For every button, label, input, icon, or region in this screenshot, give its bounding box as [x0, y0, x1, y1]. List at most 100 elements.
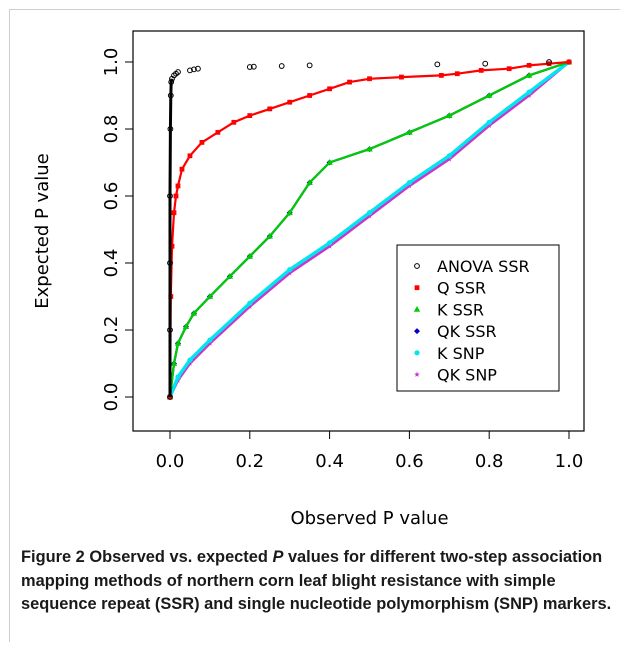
data-point: [327, 240, 333, 246]
data-point: [306, 179, 313, 185]
data-point: [366, 145, 373, 152]
x-tick-label: 0.6: [395, 451, 424, 472]
data-point: [167, 260, 173, 266]
data-point: [366, 213, 373, 219]
data-point: [206, 293, 214, 299]
data-point: [286, 209, 293, 216]
series-layer: [166, 58, 573, 400]
axes-layer: 0.0 0.2 0.4 0.6 0.8 1.0 0.0 0.2 0.4 0.6 0.8 1.0: [101, 48, 583, 472]
legend-marker: [414, 371, 420, 377]
figure-frame: [9, 9, 620, 642]
data-point: [250, 63, 257, 70]
series-line: [168, 60, 571, 399]
data-point: [207, 337, 213, 343]
data-point: [326, 243, 333, 249]
data-point: [267, 106, 273, 112]
caption-p-italic: P: [272, 548, 284, 566]
data-point: [526, 62, 532, 68]
series-1: [167, 59, 572, 400]
legend-marker: [413, 306, 421, 312]
y-tick-label: 0.4: [101, 249, 122, 278]
series-4: [167, 59, 572, 400]
data-point: [226, 273, 234, 279]
caption-label: Figure 2: [21, 548, 85, 566]
data-point: [195, 65, 201, 72]
data-point: [168, 79, 175, 85]
data-point: [486, 119, 492, 125]
data-point: [525, 72, 533, 78]
legend-label: ANOVA SSR: [437, 257, 530, 276]
data-point: [399, 74, 404, 80]
legend-marker: [414, 285, 420, 291]
x-tick-label: 0.0: [156, 451, 185, 472]
data-point: [246, 303, 253, 309]
data-point: [526, 89, 532, 95]
data-point: [307, 93, 313, 98]
data-point: [167, 193, 173, 199]
data-point: [546, 59, 552, 65]
data-point: [167, 92, 174, 99]
data-point: [438, 73, 444, 78]
data-point: [326, 159, 333, 165]
data-point: [170, 360, 178, 366]
data-point: [171, 210, 177, 216]
x-tick-label: 0.2: [235, 451, 264, 472]
data-point: [506, 66, 512, 72]
data-point: [287, 267, 293, 273]
data-point: [286, 270, 293, 276]
data-point: [173, 193, 179, 199]
legend-box: [396, 244, 560, 392]
data-point: [446, 156, 453, 162]
legend: ANOVA SSR Q SSR K SSR QK SSR K SNP QK SNP: [396, 244, 560, 392]
data-point: [246, 64, 253, 70]
data-point: [434, 61, 441, 68]
legend-label: K SNP: [437, 344, 485, 363]
data-point: [454, 71, 460, 77]
qq-plot: 0.0 0.2 0.4 0.6 0.8 1.0 0.0 0.2 0.4 0.6 0.8 1.0 ANO…: [32, 30, 585, 529]
data-point: [546, 61, 552, 67]
data-point: [247, 300, 253, 306]
x-axis-label: Observed P value: [290, 508, 448, 529]
legend-marker: [414, 328, 420, 335]
legend-label: K SSR: [437, 300, 484, 319]
y-tick-label: 1.0: [101, 48, 122, 77]
data-point: [190, 309, 198, 316]
legend-marker: [414, 350, 420, 356]
data-point: [182, 323, 190, 330]
data-point: [526, 92, 532, 98]
data-point: [446, 112, 453, 118]
data-point: [287, 99, 293, 105]
y-tick-label: 0.8: [101, 115, 122, 144]
data-point: [187, 357, 193, 363]
x-tick-label: 0.4: [315, 451, 344, 472]
data-point: [406, 180, 412, 186]
legend-label: QK SNP: [437, 366, 497, 385]
data-point: [179, 166, 185, 172]
data-point: [406, 128, 413, 135]
data-point: [199, 140, 205, 145]
data-point: [406, 182, 413, 189]
data-point: [169, 243, 175, 249]
data-point: [486, 92, 493, 98]
data-point: [167, 394, 173, 400]
legend-label: Q SSR: [437, 279, 486, 298]
data-point: [306, 62, 313, 69]
data-point: [191, 66, 197, 73]
legend-marker: [414, 263, 420, 269]
data-point: [187, 153, 193, 159]
data-point: [175, 374, 181, 380]
data-point: [566, 59, 572, 65]
caption-text-a: Observed vs. expected: [84, 548, 273, 566]
data-point: [231, 119, 237, 125]
x-tick-label: 1.0: [555, 451, 584, 472]
data-point: [266, 232, 273, 239]
x-tick-label: 0.8: [475, 451, 504, 472]
data-point: [175, 183, 181, 189]
data-point: [174, 340, 182, 346]
y-tick-label: 0.2: [101, 316, 122, 345]
data-point: [187, 360, 193, 366]
data-point: [207, 340, 213, 346]
y-tick-label: 0.0: [101, 383, 122, 412]
data-point: [187, 67, 193, 74]
data-point: [366, 210, 373, 216]
